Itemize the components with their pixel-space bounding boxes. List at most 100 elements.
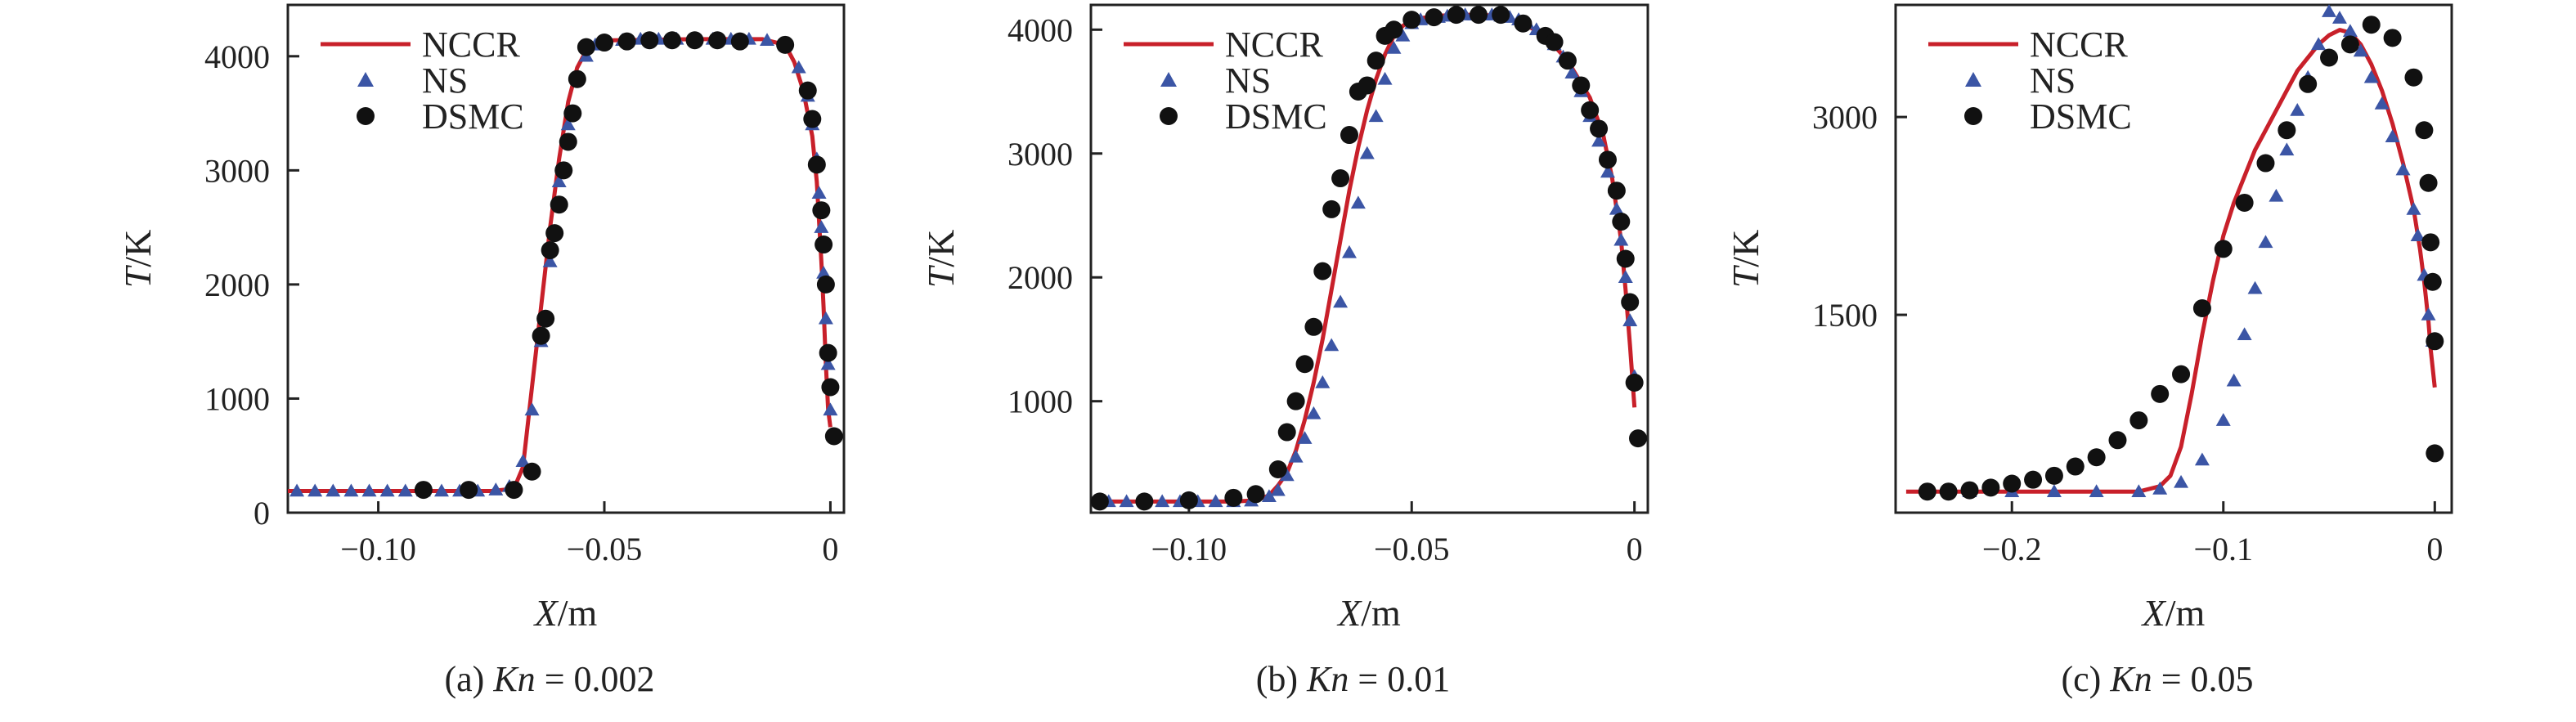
ns-point xyxy=(2131,484,2147,497)
ns-point xyxy=(816,265,832,279)
dsmc-point xyxy=(2235,193,2254,212)
caption-variable: Kn xyxy=(492,659,535,699)
plot-frame xyxy=(286,3,846,514)
chart-panel-c: −0.2 −0.1 0 1500 3000 X/m T/K (c) Kn = 0.05 NCCR… xyxy=(1725,3,2453,699)
dsmc-point xyxy=(2066,457,2085,476)
dsmc-point xyxy=(798,81,817,100)
dsmc-point xyxy=(1179,491,1198,509)
ns-point xyxy=(551,174,567,188)
ns-point xyxy=(1279,468,1295,482)
ns-point xyxy=(2279,142,2295,156)
legend-label-nccr: NCCR xyxy=(1225,25,1323,65)
ns-point xyxy=(760,33,775,47)
ns-point xyxy=(2215,413,2231,426)
ns-point xyxy=(361,483,377,497)
dsmc-point xyxy=(1286,392,1305,410)
dsmc-point xyxy=(807,155,826,174)
dsmc-point xyxy=(2340,35,2359,54)
plot-frame xyxy=(1089,3,1649,514)
ns-point xyxy=(343,483,359,497)
caption-prefix: (a) xyxy=(444,659,493,699)
ns-point xyxy=(2322,4,2337,17)
ns-point xyxy=(2406,202,2421,215)
dsmc-point xyxy=(816,275,835,294)
dsmc-point xyxy=(2087,448,2106,467)
dsmc-point xyxy=(550,195,568,214)
y-tick-label: 2000 xyxy=(204,267,270,303)
ns-point xyxy=(2258,235,2273,249)
ns-point xyxy=(2237,327,2252,340)
series-dsmc-tail xyxy=(824,427,843,446)
nccr-line xyxy=(288,37,832,493)
dsmc-point xyxy=(1277,423,1296,442)
dsmc-point xyxy=(1581,101,1600,119)
ns-point xyxy=(307,483,323,497)
dsmc-point xyxy=(1598,150,1617,169)
ns-point xyxy=(1609,201,1624,215)
ns-point xyxy=(818,311,833,325)
ns-point xyxy=(1324,338,1340,352)
y-tick-label: 1000 xyxy=(204,380,270,417)
dsmc-point xyxy=(2415,121,2434,140)
dsmc-point xyxy=(1612,213,1631,231)
ns-point xyxy=(1613,232,1629,246)
legend-dsmc-swatch xyxy=(1964,107,1982,125)
dsmc-point xyxy=(819,343,837,362)
legend-ns-swatch xyxy=(357,72,374,87)
dsmc-point xyxy=(1939,482,1958,501)
legend-label-ns: NS xyxy=(2030,61,2076,101)
dsmc-point xyxy=(505,481,523,500)
y-tick-label: 1000 xyxy=(1008,383,1073,420)
y-tick-label: 4000 xyxy=(204,38,270,75)
ns-point xyxy=(2363,70,2379,83)
legend-dsmc-swatch xyxy=(357,107,375,125)
ns-point xyxy=(2152,481,2168,495)
ns-point xyxy=(1341,244,1357,258)
dsmc-point xyxy=(1268,460,1287,478)
ns-point xyxy=(2269,188,2284,202)
series-dsmc xyxy=(414,31,840,500)
dsmc-point xyxy=(617,32,636,51)
ns-point xyxy=(820,357,836,370)
series-ns xyxy=(289,31,838,497)
dsmc-point xyxy=(545,224,564,243)
legend-ns-swatch xyxy=(1160,72,1177,87)
ns-point xyxy=(1377,71,1393,85)
ns-point xyxy=(1208,494,1223,508)
dsmc-point xyxy=(1402,11,1421,29)
series-nccr xyxy=(288,37,832,493)
dsmc-point xyxy=(2003,474,2022,493)
dsmc-point xyxy=(2421,233,2440,252)
ns-point xyxy=(811,186,827,200)
dsmc-point xyxy=(1447,6,1465,25)
x-axis-unit: /m xyxy=(558,592,598,634)
caption-value: = 0.002 xyxy=(536,659,655,699)
x-tick-label: −0.10 xyxy=(340,531,416,567)
panel-caption: (a) Kn = 0.002 xyxy=(444,659,654,699)
ns-point xyxy=(524,402,540,416)
ns-point xyxy=(2194,452,2210,466)
ns-point xyxy=(1564,65,1580,79)
ns-point xyxy=(2353,43,2368,57)
chart-panel-b: −0.10 −0.05 0 1000 2000 3000 4000 X/m T/K (b) Kn … xyxy=(920,3,1649,699)
dsmc-point xyxy=(708,31,727,50)
legend-label-ns: NS xyxy=(1225,61,1271,101)
x-tick-label: −0.1 xyxy=(2193,531,2253,567)
dsmc-point xyxy=(414,481,433,500)
x-tick-label: 0 xyxy=(822,531,838,567)
dsmc-point xyxy=(776,35,795,54)
dsmc-point xyxy=(2192,298,2211,317)
dsmc-point xyxy=(2044,466,2063,485)
ns-point xyxy=(397,483,413,497)
ns-point xyxy=(2410,228,2426,242)
dsmc-point xyxy=(1545,33,1564,52)
y-axis-variable: T xyxy=(117,264,159,288)
ns-point xyxy=(1333,294,1349,308)
y-axis-label: T/K xyxy=(117,230,159,289)
dsmc-point xyxy=(1425,8,1443,27)
ns-point xyxy=(2226,373,2242,387)
y-axis-unit: /K xyxy=(1725,230,1766,267)
dsmc-point xyxy=(2299,74,2318,93)
